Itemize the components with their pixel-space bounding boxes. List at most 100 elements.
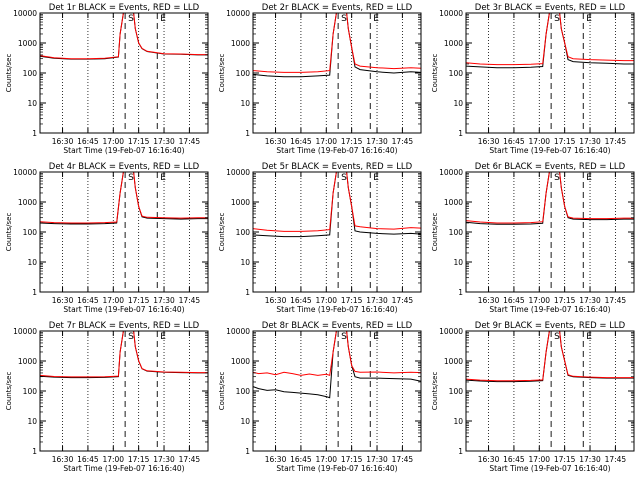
marker-label-s: S bbox=[554, 173, 560, 183]
series-lld-line bbox=[39, 171, 208, 224]
y-tick-label: 10 bbox=[27, 258, 37, 267]
series-events-line bbox=[39, 12, 208, 60]
series-lld-line bbox=[252, 171, 422, 232]
series-lld-line bbox=[465, 171, 634, 224]
panel-title: Det 7r BLACK = Events, RED = LLD bbox=[49, 321, 200, 331]
y-tick-label: 1000 bbox=[231, 39, 250, 48]
y-tick-label: 1 bbox=[458, 447, 463, 456]
x-tick-label: 17:30 bbox=[579, 455, 601, 464]
marker-label-s: S bbox=[554, 14, 560, 24]
series-events-line bbox=[39, 330, 208, 379]
plot-frame bbox=[465, 171, 635, 293]
plot-frame bbox=[39, 171, 209, 293]
marker-label-s: S bbox=[341, 173, 347, 183]
y-tick-label: 1 bbox=[458, 288, 463, 297]
y-tick-label: 10 bbox=[453, 99, 463, 108]
y-tick-label: 1 bbox=[32, 129, 37, 138]
x-tick-label: 17:45 bbox=[179, 296, 201, 305]
x-tick-label: 17:15 bbox=[554, 455, 576, 464]
series-lld-line bbox=[39, 330, 208, 378]
x-tick-label: 17:45 bbox=[605, 137, 627, 146]
x-tick-label: 17:45 bbox=[605, 455, 627, 464]
series-lld-line bbox=[465, 12, 634, 66]
y-tick-label: 10000 bbox=[13, 327, 37, 336]
panel-title: Det 8r BLACK = Events, RED = LLD bbox=[262, 321, 413, 331]
x-axis-label: Start Time (19-Feb-07 16:16:40) bbox=[489, 305, 610, 314]
panel-title: Det 3r BLACK = Events, RED = LLD bbox=[475, 3, 626, 13]
x-tick-label: 16:45 bbox=[503, 296, 525, 305]
y-tick-label: 1000 bbox=[18, 198, 37, 207]
x-tick-label: 17:00 bbox=[315, 137, 337, 146]
x-axis-label: Start Time (19-Feb-07 16:16:40) bbox=[489, 146, 610, 155]
series-lld-line bbox=[39, 12, 208, 60]
x-tick-label: 17:00 bbox=[315, 455, 337, 464]
y-tick-label: 1000 bbox=[444, 357, 463, 366]
x-tick-label: 17:15 bbox=[341, 137, 363, 146]
series-lld-line bbox=[465, 330, 634, 382]
x-axis-label: Start Time (19-Feb-07 16:16:40) bbox=[489, 464, 610, 473]
x-tick-label: 16:45 bbox=[290, 296, 312, 305]
y-tick-label: 10 bbox=[240, 99, 250, 108]
x-tick-label: 17:45 bbox=[392, 455, 414, 464]
y-tick-label: 100 bbox=[23, 387, 38, 396]
y-tick-label: 1000 bbox=[231, 198, 250, 207]
series-events-line bbox=[252, 330, 422, 399]
x-tick-label: 17:15 bbox=[554, 296, 576, 305]
marker-label-s: S bbox=[128, 332, 134, 342]
x-tick-label: 16:30 bbox=[52, 137, 74, 146]
x-tick-label: 17:45 bbox=[179, 455, 201, 464]
x-tick-label: 16:30 bbox=[265, 455, 287, 464]
x-tick-label: 17:00 bbox=[315, 296, 337, 305]
marker-label-s: S bbox=[341, 14, 347, 24]
y-axis-label: Counts/sec bbox=[431, 372, 439, 411]
y-tick-label: 100 bbox=[449, 228, 464, 237]
y-tick-label: 1000 bbox=[18, 39, 37, 48]
x-tick-label: 17:45 bbox=[392, 296, 414, 305]
marker-label-e: E bbox=[160, 332, 166, 342]
x-tick-label: 17:45 bbox=[392, 137, 414, 146]
x-tick-label: 17:30 bbox=[366, 455, 388, 464]
y-tick-label: 1000 bbox=[444, 198, 463, 207]
series-lld-line bbox=[252, 330, 422, 377]
x-tick-label: 17:15 bbox=[341, 455, 363, 464]
x-tick-label: 16:45 bbox=[77, 296, 99, 305]
y-axis-label: Counts/sec bbox=[431, 213, 439, 252]
y-tick-label: 1 bbox=[245, 288, 250, 297]
x-tick-label: 17:45 bbox=[179, 137, 201, 146]
plot-frame bbox=[465, 330, 635, 452]
marker-label-e: E bbox=[586, 332, 592, 342]
marker-label-e: E bbox=[373, 14, 379, 24]
x-tick-label: 17:30 bbox=[366, 137, 388, 146]
x-tick-label: 17:00 bbox=[102, 137, 124, 146]
x-tick-label: 17:00 bbox=[528, 137, 550, 146]
series-events-line bbox=[465, 12, 634, 69]
x-tick-label: 17:30 bbox=[579, 296, 601, 305]
y-tick-label: 1 bbox=[32, 447, 37, 456]
x-tick-label: 17:15 bbox=[128, 296, 150, 305]
y-tick-label: 10000 bbox=[439, 168, 463, 177]
marker-label-e: E bbox=[586, 173, 592, 183]
y-tick-label: 1 bbox=[458, 129, 463, 138]
y-tick-label: 100 bbox=[23, 69, 38, 78]
x-tick-label: 17:30 bbox=[366, 296, 388, 305]
x-tick-label: 17:15 bbox=[554, 137, 576, 146]
x-tick-label: 17:00 bbox=[102, 296, 124, 305]
x-tick-label: 17:30 bbox=[153, 455, 175, 464]
panel-title: Det 2r BLACK = Events, RED = LLD bbox=[262, 3, 413, 13]
series-events-line bbox=[465, 171, 634, 225]
x-tick-label: 16:30 bbox=[265, 137, 287, 146]
x-tick-label: 16:30 bbox=[265, 296, 287, 305]
y-tick-label: 100 bbox=[23, 228, 38, 237]
x-tick-label: 16:45 bbox=[503, 137, 525, 146]
x-tick-label: 16:30 bbox=[478, 455, 500, 464]
marker-label-e: E bbox=[586, 14, 592, 24]
panel-title: Det 4r BLACK = Events, RED = LLD bbox=[49, 162, 200, 172]
x-tick-label: 17:00 bbox=[528, 296, 550, 305]
